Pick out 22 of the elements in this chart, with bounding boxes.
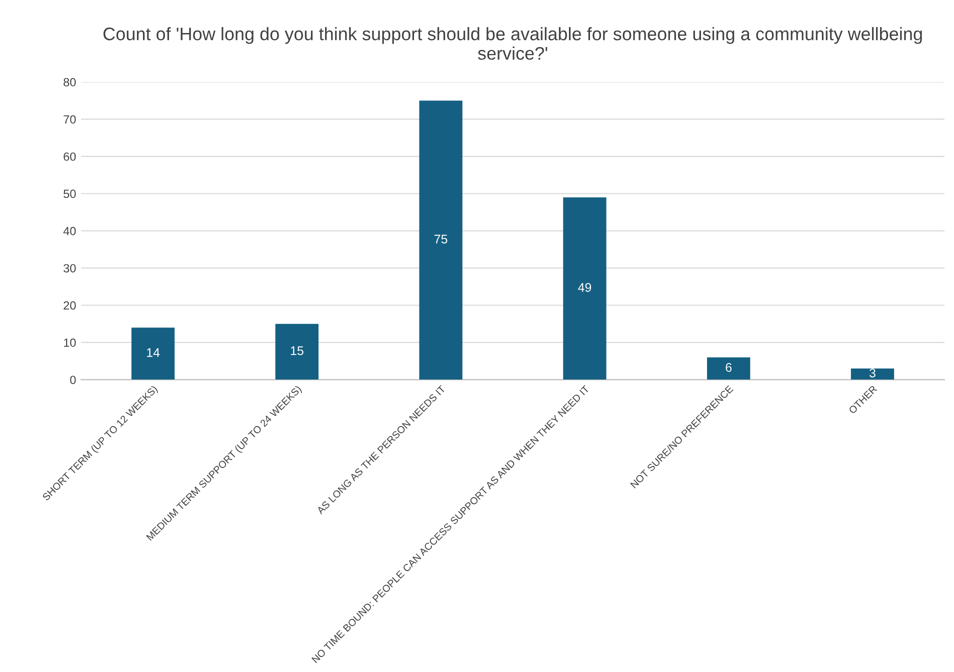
chart-title: Count of 'How long do you think support should be available for someone using a community wellbeing service?'	[104, 27, 922, 60]
y-tick-label: 30	[64, 264, 76, 272]
bar	[563, 197, 606, 380]
bar	[131, 328, 175, 380]
data-label: 3	[870, 368, 876, 378]
y-tick-label: 40	[63, 226, 76, 236]
bar	[850, 368, 894, 380]
y-tick-label: 50	[64, 190, 76, 198]
y-tick-label: 0	[70, 376, 76, 384]
bar	[419, 100, 462, 380]
data-label: 15	[290, 346, 304, 356]
data-label: 6	[726, 363, 732, 372]
y-tick-label: 10	[64, 338, 76, 347]
data-label: 14	[147, 348, 160, 357]
y-tick-label: 60	[64, 152, 76, 161]
data-label: 49	[578, 283, 592, 292]
y-tick-label: 80	[64, 78, 76, 86]
data-label: 75	[434, 234, 448, 244]
bar	[707, 357, 750, 380]
bar	[275, 324, 319, 380]
y-tick-label: 70	[64, 115, 76, 124]
y-tick-label: 20	[64, 301, 76, 310]
